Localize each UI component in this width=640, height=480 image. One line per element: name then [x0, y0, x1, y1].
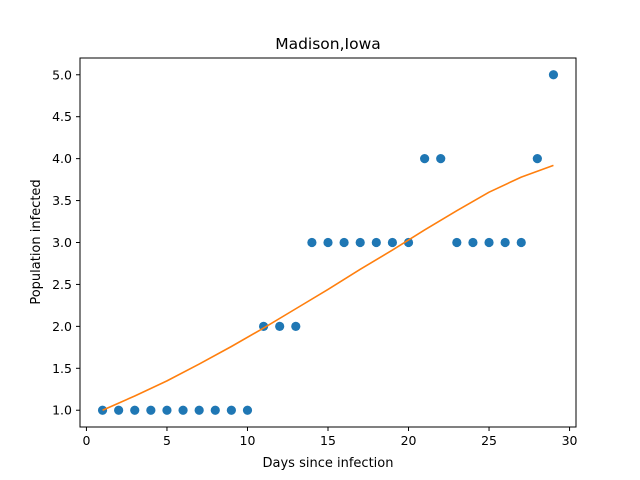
- data-point: [548, 70, 559, 80]
- x-tick-label: 30: [562, 433, 578, 448]
- plot-area: [97, 70, 559, 415]
- data-point: [371, 237, 381, 248]
- data-point: [355, 237, 365, 248]
- data-point: [307, 237, 317, 248]
- data-point: [178, 405, 188, 415]
- y-tick-label: 4.5: [52, 109, 72, 124]
- data-point: [130, 405, 140, 415]
- x-axis-label: Days since infection: [263, 456, 394, 471]
- x-tick-label: 0: [82, 433, 90, 448]
- data-point: [291, 321, 301, 331]
- data-point: [500, 237, 510, 248]
- data-point: [484, 237, 494, 248]
- data-point: [436, 154, 446, 164]
- y-tick-label: 5.0: [52, 67, 72, 82]
- data-point: [339, 237, 349, 248]
- y-axis-label: Population infected: [29, 179, 44, 304]
- chart-title: Madison,Iowa: [275, 35, 381, 53]
- data-point: [387, 237, 398, 248]
- y-tick-label: 4.0: [52, 151, 72, 166]
- data-point: [242, 405, 253, 415]
- data-point: [275, 321, 285, 331]
- y-tick-label: 2.5: [52, 277, 72, 292]
- data-point: [210, 405, 220, 415]
- y-axis: 1.0 1.5 2.0 2.5 3.0 3.5 4.0 4.5 5.0: [52, 67, 80, 418]
- y-tick-label: 3.5: [52, 193, 72, 208]
- data-point: [420, 154, 430, 164]
- y-tick-label: 1.5: [52, 361, 72, 376]
- data-point: [97, 405, 108, 415]
- y-tick-label: 1.0: [52, 403, 72, 418]
- fit-line: [102, 164, 554, 411]
- data-point: [403, 237, 414, 248]
- data-point: [516, 237, 526, 248]
- x-tick-label: 5: [163, 433, 171, 448]
- data-point: [532, 154, 542, 164]
- y-tick-label: 3.0: [52, 235, 72, 250]
- x-tick-label: 15: [320, 433, 336, 448]
- x-tick-label: 10: [240, 433, 256, 448]
- data-point: [146, 405, 156, 415]
- data-point: [162, 405, 172, 415]
- data-point: [468, 237, 478, 248]
- data-point: [452, 237, 462, 248]
- y-tick-label: 2.0: [52, 319, 72, 334]
- x-tick-label: 25: [481, 433, 497, 448]
- data-point: [226, 405, 236, 415]
- data-point: [323, 237, 333, 248]
- x-axis: 0 5 10 15 20 25 30: [82, 427, 578, 448]
- x-tick-label: 20: [401, 433, 417, 448]
- data-point: [194, 405, 204, 415]
- data-point: [114, 405, 124, 415]
